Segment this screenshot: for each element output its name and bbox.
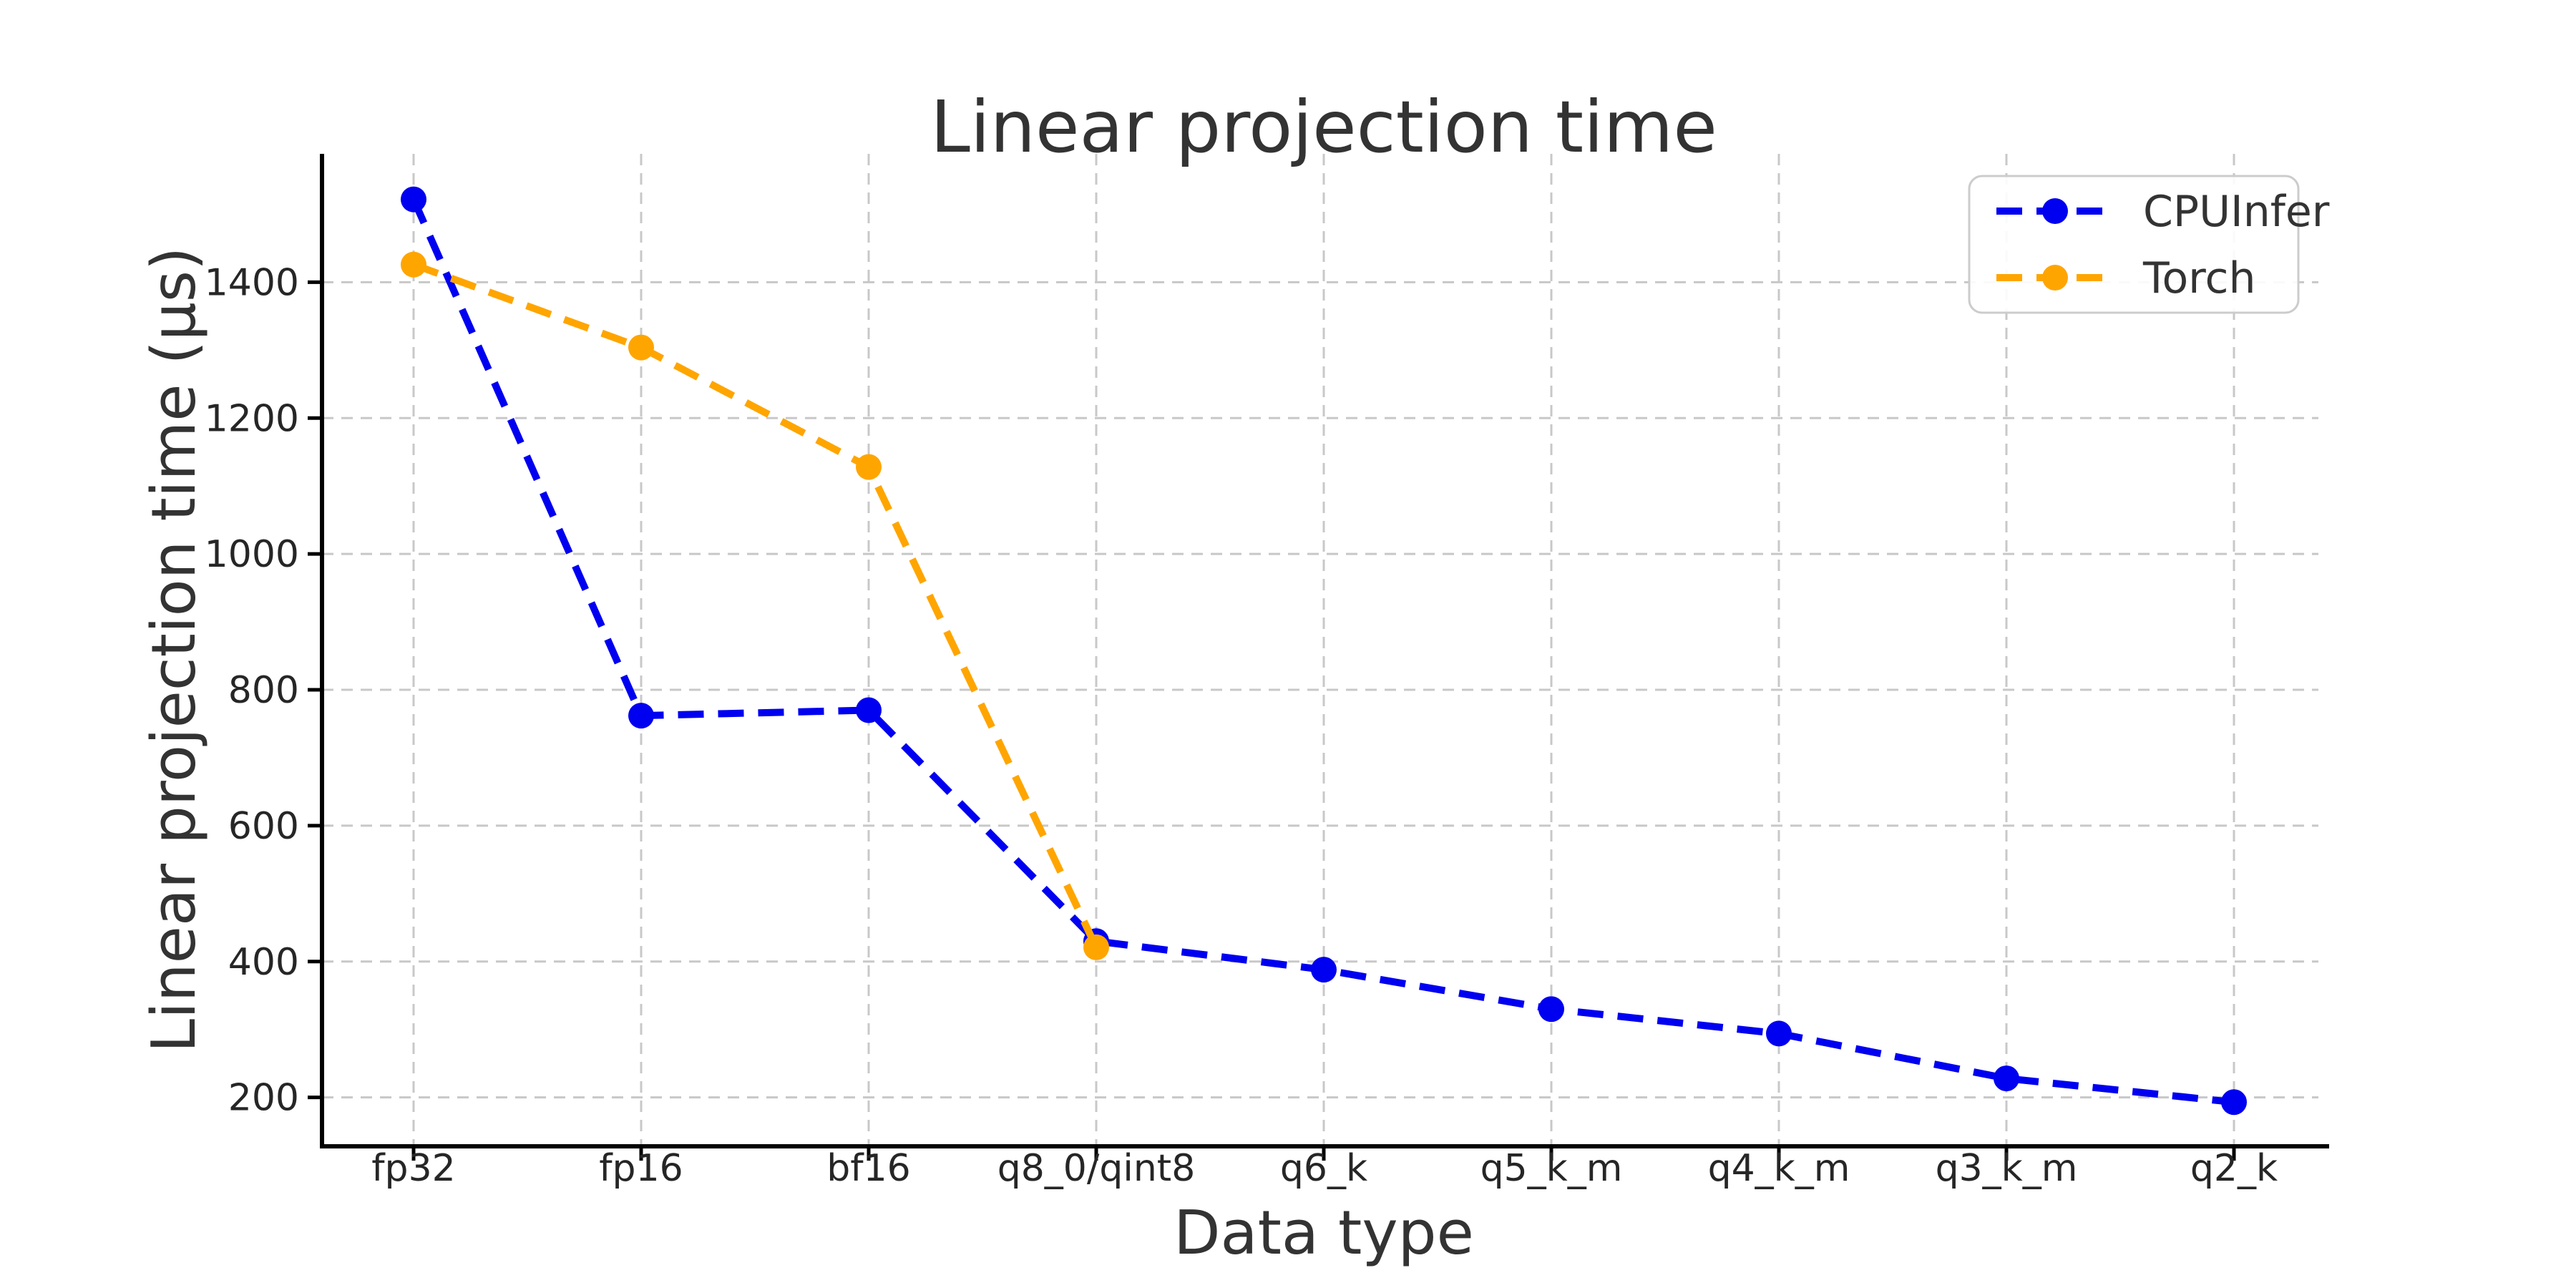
data-point-torch [628, 334, 654, 361]
legend: CPUInfer Torch [1968, 175, 2330, 314]
y-tick-label: 1200 [205, 397, 299, 440]
data-series [401, 186, 2247, 1116]
data-point-cpuinfer [401, 186, 426, 213]
data-point-torch [856, 454, 882, 480]
legend-label-torch: Torch [2142, 253, 2256, 303]
data-point-cpuinfer [628, 703, 654, 729]
data-point-torch [1083, 934, 1109, 960]
y-axis-label: Linear projection time (µs) [139, 247, 210, 1053]
x-axis-label: Data type [1174, 1198, 1474, 1269]
x-tick-label: q6_k [1280, 1147, 1367, 1190]
series-line-torch [412, 261, 1100, 949]
legend-entry-cpuinfer: CPUInfer [1996, 187, 2330, 237]
data-point-cpuinfer [2221, 1089, 2247, 1116]
data-point-cpuinfer [856, 697, 882, 723]
data-point-torch [401, 251, 426, 278]
x-tick-label: bf16 [826, 1147, 910, 1190]
y-tick-label: 200 [228, 1077, 299, 1120]
data-point-cpuinfer [1766, 1020, 1792, 1047]
y-tick-label: 400 [228, 941, 299, 984]
legend-label-cpuinfer: CPUInfer [2143, 187, 2330, 237]
chart-title: Linear projection time [930, 85, 1717, 169]
tick-labels: 200 400 600 800 1000 1200 1400 fp32 fp16 bf16 q8_0… [205, 261, 2278, 1190]
data-point-cpuinfer [1311, 957, 1337, 983]
x-tick-label: q8_0/qint8 [997, 1147, 1196, 1190]
axes-spines-and-ticks [308, 154, 2329, 1161]
gridlines [322, 154, 2318, 1146]
data-point-cpuinfer [1538, 996, 1564, 1023]
y-tick-label: 800 [228, 669, 299, 712]
x-tick-label: q5_k_m [1480, 1147, 1623, 1190]
data-point-cpuinfer [1994, 1065, 2019, 1092]
x-tick-label: fp16 [599, 1147, 683, 1190]
legend-entry-torch: Torch [1996, 253, 2256, 303]
y-tick-label: 600 [228, 805, 299, 848]
x-tick-label: fp32 [371, 1147, 455, 1190]
x-tick-label: q2_k [2190, 1147, 2278, 1190]
y-tick-label: 1000 [205, 533, 299, 576]
x-tick-label: q4_k_m [1708, 1147, 1850, 1190]
legend-marker-cpuinfer [2042, 198, 2068, 224]
x-tick-label: q3_k_m [1936, 1147, 2078, 1190]
y-tick-label: 1400 [205, 261, 299, 304]
legend-marker-torch [2042, 265, 2068, 291]
